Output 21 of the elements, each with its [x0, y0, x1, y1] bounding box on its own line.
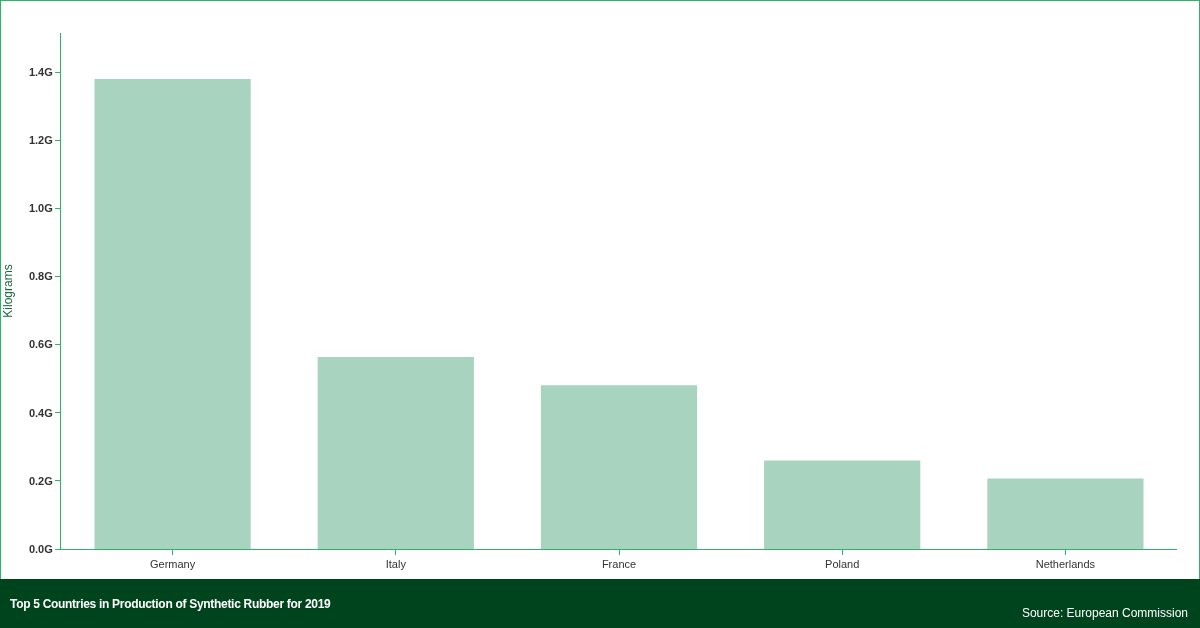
- y-axis-title: Kilograms: [1, 264, 15, 318]
- x-tick-label: Netherlands: [1035, 558, 1096, 571]
- y-tick-label: 0.2G: [28, 474, 53, 487]
- y-tick-label: 0.4G: [28, 406, 53, 419]
- bar: [764, 460, 921, 549]
- x-tick-label: Germany: [149, 558, 196, 571]
- y-tick-label: 1.4G: [28, 66, 53, 79]
- bar: [987, 478, 1144, 549]
- x-tick-label: Poland: [825, 558, 860, 571]
- y-tick-label: 1.2G: [28, 134, 53, 147]
- y-tick-label: 0.6G: [28, 338, 53, 351]
- bar: [540, 385, 698, 549]
- text: Top 5 Countries in Production of Synthetic Rubber for 2019: [10, 597, 331, 611]
- y-tick-label: 1.0G: [28, 202, 53, 215]
- y-tick-label: 0.8G: [28, 270, 53, 283]
- x-tick-label: France: [601, 558, 637, 571]
- x-tick-label: Italy: [385, 558, 407, 571]
- y-tick-label: 0.0G: [28, 542, 53, 555]
- source-note: Source: European Commission: [1021, 606, 1188, 620]
- bar: [317, 356, 474, 549]
- bar: [94, 78, 251, 549]
